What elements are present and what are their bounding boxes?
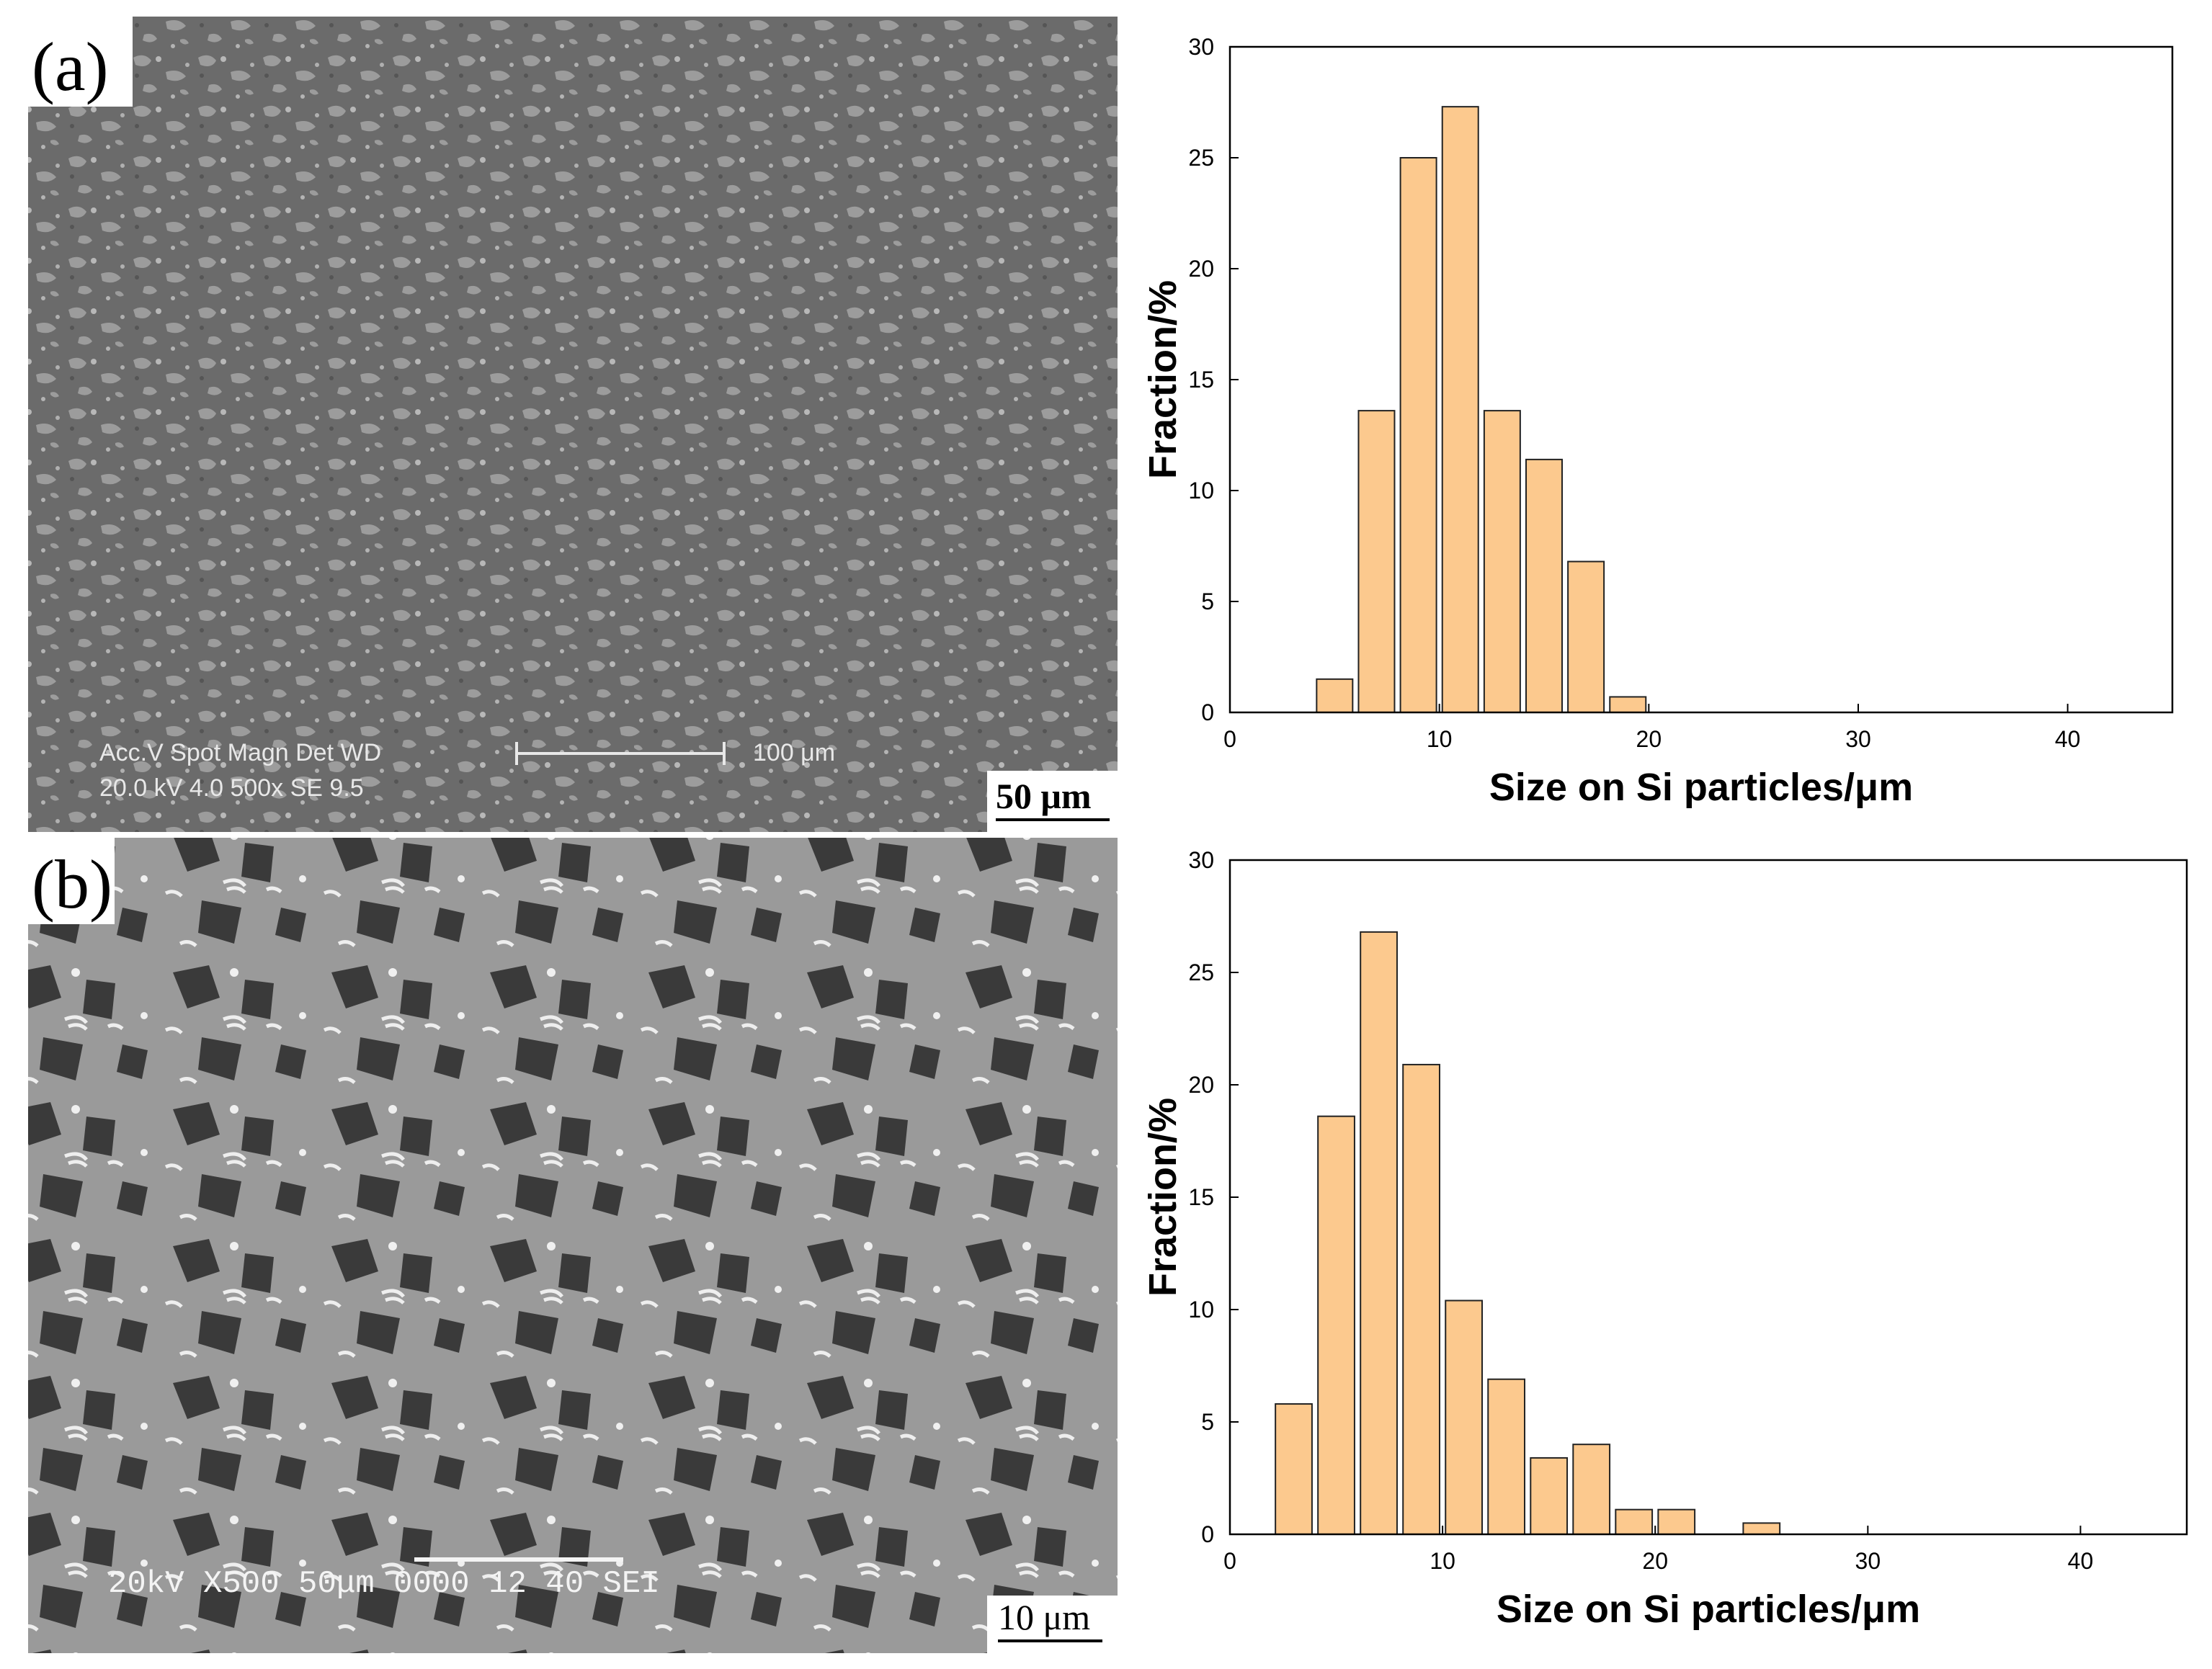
panel-label: (b) <box>32 846 112 923</box>
y-tick-label: 30 <box>1188 847 1214 873</box>
plot-frame <box>1228 859 2188 1536</box>
scale-bar-label: 10 μm <box>998 1597 1090 1637</box>
bar <box>1530 1457 1569 1536</box>
y-tick-label: 20 <box>1188 256 1214 282</box>
y-tick-label: 25 <box>1188 959 1214 985</box>
bar <box>1357 410 1396 713</box>
x-tick-label: 10 <box>1427 726 1453 752</box>
y-tick-label: 10 <box>1188 478 1214 504</box>
y-tick-label: 0 <box>1201 699 1214 725</box>
y-axis-label: Fraction/% <box>1141 280 1185 479</box>
bar <box>1525 458 1563 713</box>
bar <box>1360 931 1398 1535</box>
bar <box>1275 1403 1313 1536</box>
y-tick-label: 10 <box>1188 1297 1214 1323</box>
bar <box>1615 1508 1654 1535</box>
y-tick-label: 30 <box>1188 34 1214 60</box>
y-axis-label: Fraction/% <box>1141 1098 1185 1297</box>
bar <box>1317 1115 1355 1536</box>
x-tick-label: 0 <box>1223 726 1236 752</box>
bar <box>1402 1063 1440 1536</box>
x-tick-label: 20 <box>1642 1548 1668 1574</box>
bar <box>1483 410 1521 713</box>
x-tick-label: 30 <box>1855 1548 1881 1574</box>
x-tick-label: 40 <box>2055 726 2081 752</box>
label-bg <box>28 17 133 107</box>
y-tick-label: 0 <box>1201 1521 1214 1547</box>
bar <box>1609 696 1647 714</box>
bar <box>1657 1508 1696 1535</box>
y-tick-label: 5 <box>1201 589 1214 614</box>
bar <box>1742 1522 1781 1535</box>
sem-scale: 100 μm <box>753 739 835 766</box>
scale-bg <box>987 771 1118 832</box>
x-axis-label: Size on Si particles/μm <box>1497 1588 1920 1631</box>
x-tick-label: 10 <box>1430 1548 1455 1574</box>
bar <box>1399 157 1437 713</box>
sem-info: Acc.V Spot Magn Det WD <box>99 739 381 766</box>
x-tick-label: 20 <box>1636 726 1662 752</box>
panel-label: (a) <box>32 28 109 105</box>
sem-info: 20kV X500 50μm 0000 12 40 SEI <box>108 1566 660 1602</box>
bar <box>1441 106 1479 714</box>
bar <box>1572 1444 1611 1535</box>
micrograph <box>28 17 1118 832</box>
y-tick-label: 15 <box>1188 367 1214 393</box>
plot-frame <box>1228 45 2174 714</box>
y-tick-label: 15 <box>1188 1184 1214 1210</box>
x-tick-label: 30 <box>1845 726 1871 752</box>
bar <box>1445 1299 1484 1536</box>
x-tick-label: 0 <box>1223 1548 1236 1574</box>
bar <box>1567 560 1605 713</box>
micrograph <box>28 838 1118 1653</box>
bar <box>1316 678 1354 713</box>
bar <box>1487 1378 1526 1535</box>
x-tick-label: 40 <box>2068 1548 2094 1574</box>
scale-bar-label: 50 μm <box>996 776 1092 816</box>
y-tick-label: 25 <box>1188 145 1214 171</box>
y-tick-label: 20 <box>1188 1072 1214 1098</box>
y-tick-label: 5 <box>1201 1409 1214 1435</box>
scale-bg <box>987 1596 1118 1653</box>
sem-info: 20.0 kV 4.0 500x SE 9.5 <box>99 774 364 802</box>
label-bg <box>28 838 115 924</box>
x-axis-label: Size on Si particles/μm <box>1489 766 1913 809</box>
